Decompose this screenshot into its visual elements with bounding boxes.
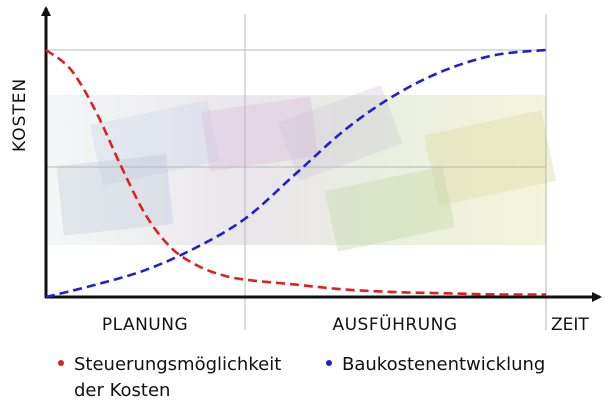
legend-red-dot-icon xyxy=(58,360,64,366)
phase-label-ausfuehrung: AUSFÜHRUNG xyxy=(332,313,457,335)
legend-item-steuerung: Steuerungsmöglichkeit der Kosten xyxy=(58,352,309,404)
legend-label-steuerung: Steuerungsmöglichkeit der Kosten xyxy=(74,354,282,401)
legend-blue-dot-icon xyxy=(326,360,332,366)
series-layer xyxy=(45,48,547,299)
banknote-background-image xyxy=(46,85,557,252)
series-line-1 xyxy=(45,48,547,299)
phase-label-planung: PLANUNG xyxy=(102,315,188,335)
x-axis-label: ZEIT xyxy=(551,315,589,335)
legend-label-baukosten: Baukostenentwicklung xyxy=(342,354,546,375)
axes xyxy=(41,6,602,302)
y-axis-label: KOSTEN xyxy=(10,78,30,152)
legend-item-baukosten: Baukostenentwicklung xyxy=(326,352,545,378)
series-line-0 xyxy=(45,48,547,296)
grid xyxy=(46,14,547,330)
